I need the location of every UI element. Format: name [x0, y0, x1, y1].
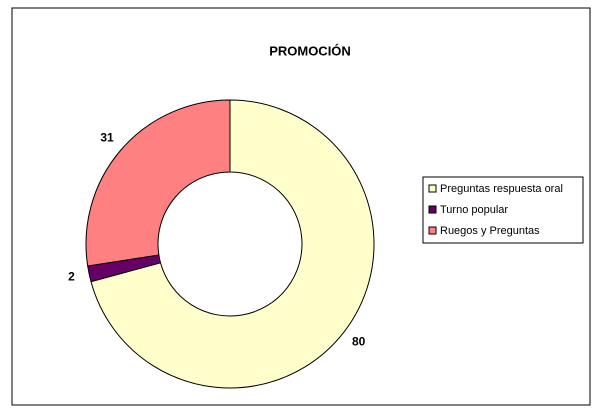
legend-swatch [428, 226, 437, 235]
legend-label: Preguntas respuesta oral [440, 183, 563, 195]
chart-title: PROMOCIÓN [269, 43, 351, 58]
legend-swatch [428, 205, 437, 214]
legend-box [422, 176, 584, 244]
legend-swatch [428, 184, 437, 193]
legend-label: Turno popular [440, 204, 508, 216]
data-label: 31 [100, 131, 114, 145]
donut-slice [85, 99, 231, 267]
data-label: 80 [352, 335, 366, 349]
legend-label: Ruegos y Preguntas [440, 225, 540, 237]
donut-slice [90, 99, 375, 389]
data-label: 2 [68, 270, 75, 284]
